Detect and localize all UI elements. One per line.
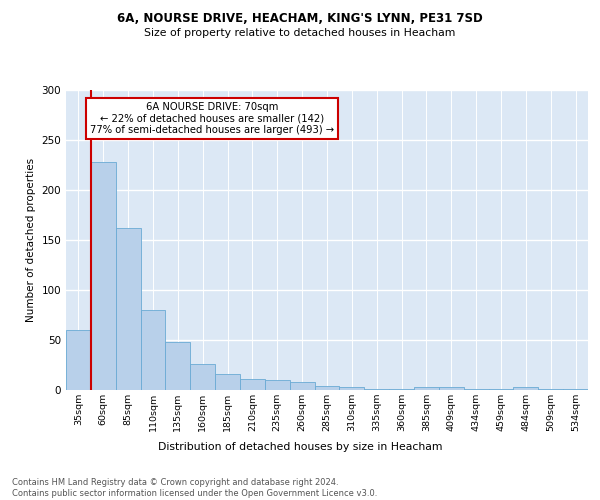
Bar <box>240 379 265 390</box>
Bar <box>439 387 464 390</box>
Bar <box>166 342 190 390</box>
Bar <box>514 387 538 390</box>
Bar <box>91 162 116 390</box>
Bar <box>140 310 166 390</box>
Bar <box>563 389 588 390</box>
Bar <box>488 389 514 390</box>
Text: Distribution of detached houses by size in Heacham: Distribution of detached houses by size … <box>158 442 442 452</box>
Bar <box>290 382 314 390</box>
Text: 6A NOURSE DRIVE: 70sqm
← 22% of detached houses are smaller (142)
77% of semi-de: 6A NOURSE DRIVE: 70sqm ← 22% of detached… <box>90 102 334 135</box>
Y-axis label: Number of detached properties: Number of detached properties <box>26 158 36 322</box>
Bar <box>116 228 140 390</box>
Bar <box>265 380 290 390</box>
Text: 6A, NOURSE DRIVE, HEACHAM, KING'S LYNN, PE31 7SD: 6A, NOURSE DRIVE, HEACHAM, KING'S LYNN, … <box>117 12 483 26</box>
Bar <box>414 387 439 390</box>
Bar <box>66 330 91 390</box>
Bar <box>190 364 215 390</box>
Text: Contains HM Land Registry data © Crown copyright and database right 2024.
Contai: Contains HM Land Registry data © Crown c… <box>12 478 377 498</box>
Bar <box>389 389 414 390</box>
Bar <box>340 387 364 390</box>
Bar <box>364 389 389 390</box>
Bar <box>538 389 563 390</box>
Bar <box>215 374 240 390</box>
Bar <box>314 386 340 390</box>
Bar <box>464 389 488 390</box>
Text: Size of property relative to detached houses in Heacham: Size of property relative to detached ho… <box>145 28 455 38</box>
